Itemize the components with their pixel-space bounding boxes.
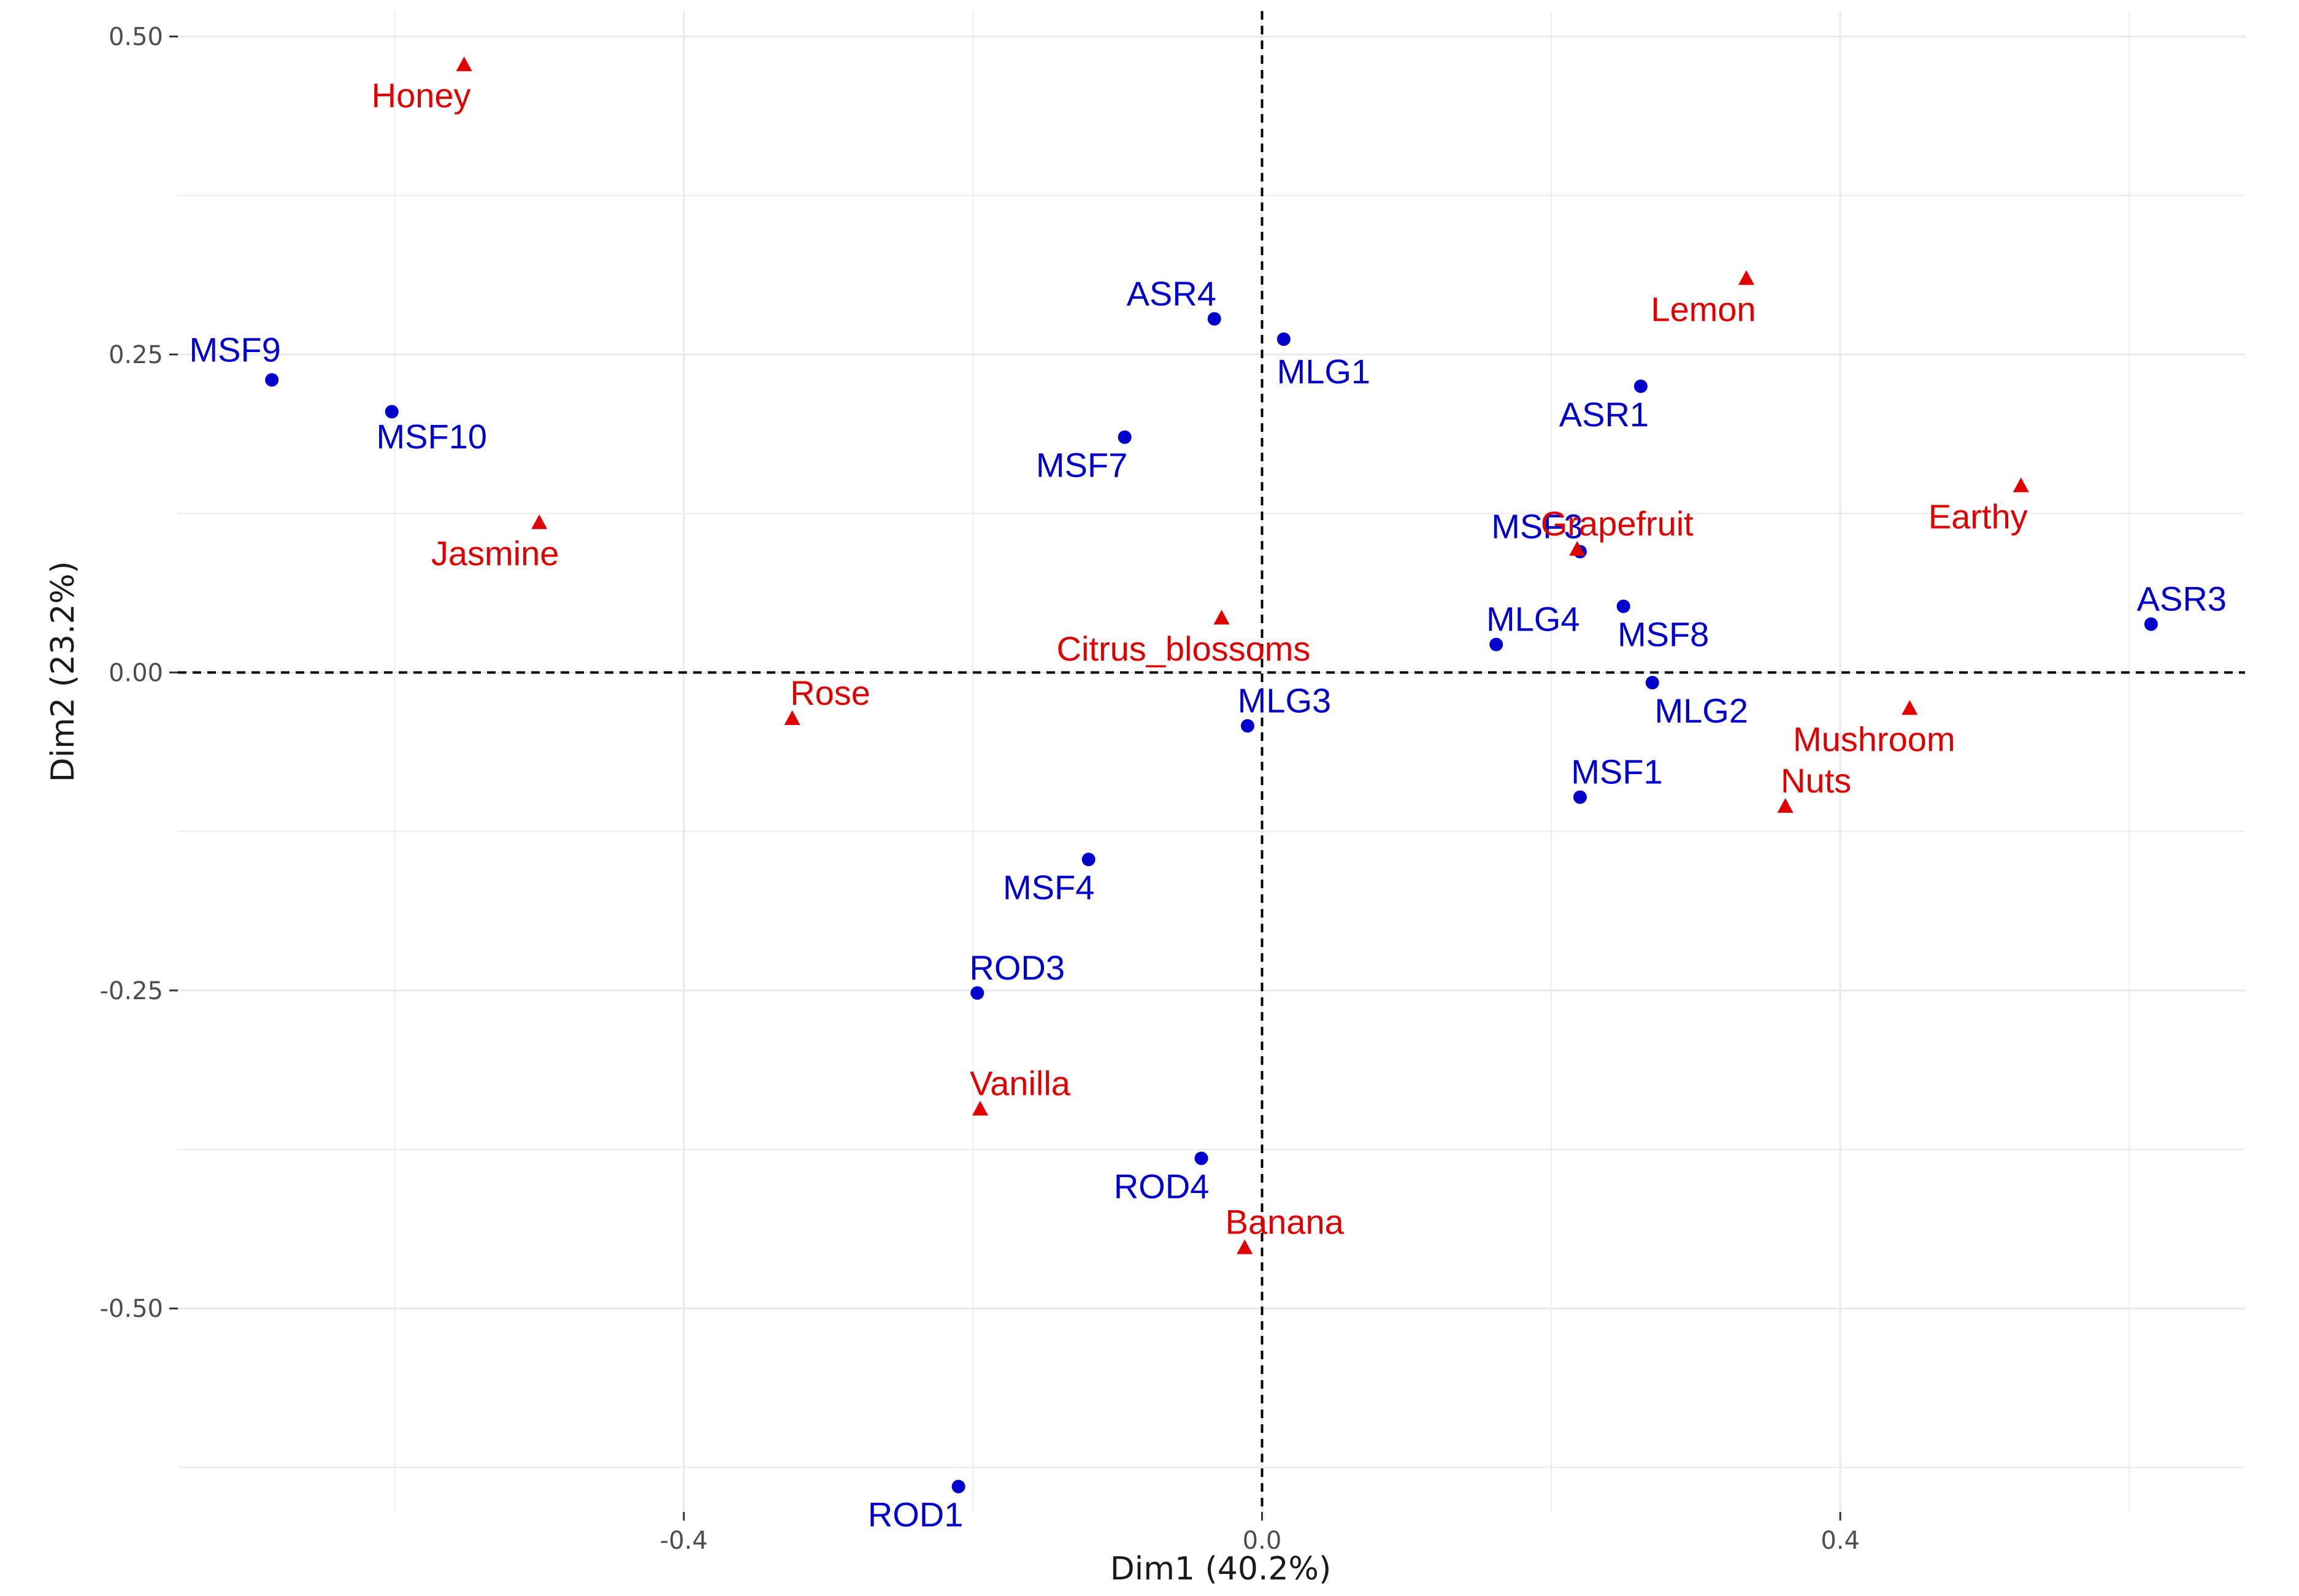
sample-label: ASR1 (1559, 395, 1649, 434)
sample-point (265, 373, 279, 387)
sample-label: MSF10 (377, 417, 488, 456)
sample-point (1207, 312, 1221, 326)
attribute-label: Citrus_blossoms (1057, 629, 1311, 668)
sample-point (951, 1479, 965, 1494)
sample-point (1489, 637, 1503, 651)
attribute-point (784, 710, 800, 725)
attribute-label: Banana (1226, 1203, 1345, 1241)
attribute-point (1777, 798, 1794, 813)
sample-label: MSF8 (1618, 615, 1709, 654)
x-tick-label: -0.4 (660, 1527, 708, 1555)
sample-point (1081, 853, 1096, 867)
sample-point (1573, 790, 1587, 804)
attribute-point (1237, 1239, 1253, 1254)
attribute-point (1569, 541, 1586, 556)
sample-point (2144, 617, 2158, 631)
attribute-point (1213, 610, 1230, 625)
sample-point (1645, 675, 1659, 689)
sample-label: MSF4 (1003, 868, 1094, 907)
attribute-point (1738, 270, 1754, 285)
sample-label: ROD3 (969, 948, 1065, 987)
sample-label: MLG4 (1486, 600, 1580, 639)
axis-ticks: -0.4 0.0 0.4 0.50 0.25 0.00 -0.25 -0.50 (100, 23, 1860, 1555)
attribute-label: Grapefruit (1541, 504, 1694, 543)
x-axis-title: Dim1 (40.2%) (1110, 1551, 1332, 1587)
sample-label: MSF7 (1036, 446, 1127, 485)
attribute-label: Earthy (1929, 497, 2028, 536)
attribute-label: Rose (790, 673, 870, 712)
sample-label: ASR3 (2137, 580, 2227, 618)
sample-label: MSF1 (1571, 753, 1662, 791)
sample-label: MLG1 (1277, 352, 1371, 391)
sample-label: MLG2 (1655, 691, 1749, 730)
attribute-point (972, 1100, 988, 1116)
sample-point (1633, 379, 1648, 393)
sample-label: ROD4 (1114, 1167, 1210, 1206)
sample-label: ROD1 (868, 1495, 964, 1534)
attribute-point (456, 56, 472, 72)
y-tick-label: 0.00 (109, 659, 163, 687)
sample-point (1240, 719, 1254, 733)
attribute-label: Nuts (1781, 761, 1851, 800)
grid-lines (178, 11, 2245, 1512)
attribute-label: Vanilla (970, 1064, 1071, 1103)
sample-label: MLG3 (1238, 681, 1332, 719)
point-labels: MSF9 MSF10 ASR4 MLG1 MSF7 ASR1 MSF3 MLG4 MSF8 MLG… (190, 76, 2227, 1533)
sample-point (1616, 599, 1630, 613)
reference-lines (178, 11, 2245, 1512)
attribute-label: Lemon (1651, 290, 1756, 328)
sample-label: MSF9 (190, 330, 281, 369)
y-axis-title: Dim2 (23.2%) (45, 561, 82, 783)
sample-point (970, 986, 984, 1000)
data-points (265, 56, 2158, 1494)
y-tick-label: 0.25 (109, 341, 163, 369)
attribute-point (531, 514, 548, 529)
sample-point (385, 405, 399, 419)
attribute-point (2013, 477, 2029, 493)
x-tick-label: 0.0 (1243, 1527, 1282, 1555)
sample-point (1118, 430, 1132, 444)
attribute-label: Jasmine (431, 534, 559, 573)
sample-label: ASR4 (1127, 274, 1216, 313)
sample-point (1194, 1151, 1208, 1165)
y-tick-label: 0.50 (109, 23, 163, 51)
attribute-point (1902, 700, 1918, 715)
attribute-label: Mushroom (1793, 719, 1955, 758)
x-tick-label: 0.4 (1821, 1527, 1860, 1555)
attribute-label: Honey (372, 76, 471, 115)
sample-label: MSF3 (1491, 507, 1583, 545)
y-tick-label: -0.50 (100, 1295, 164, 1323)
y-tick-label: -0.25 (100, 977, 164, 1005)
sample-point (1276, 332, 1291, 347)
